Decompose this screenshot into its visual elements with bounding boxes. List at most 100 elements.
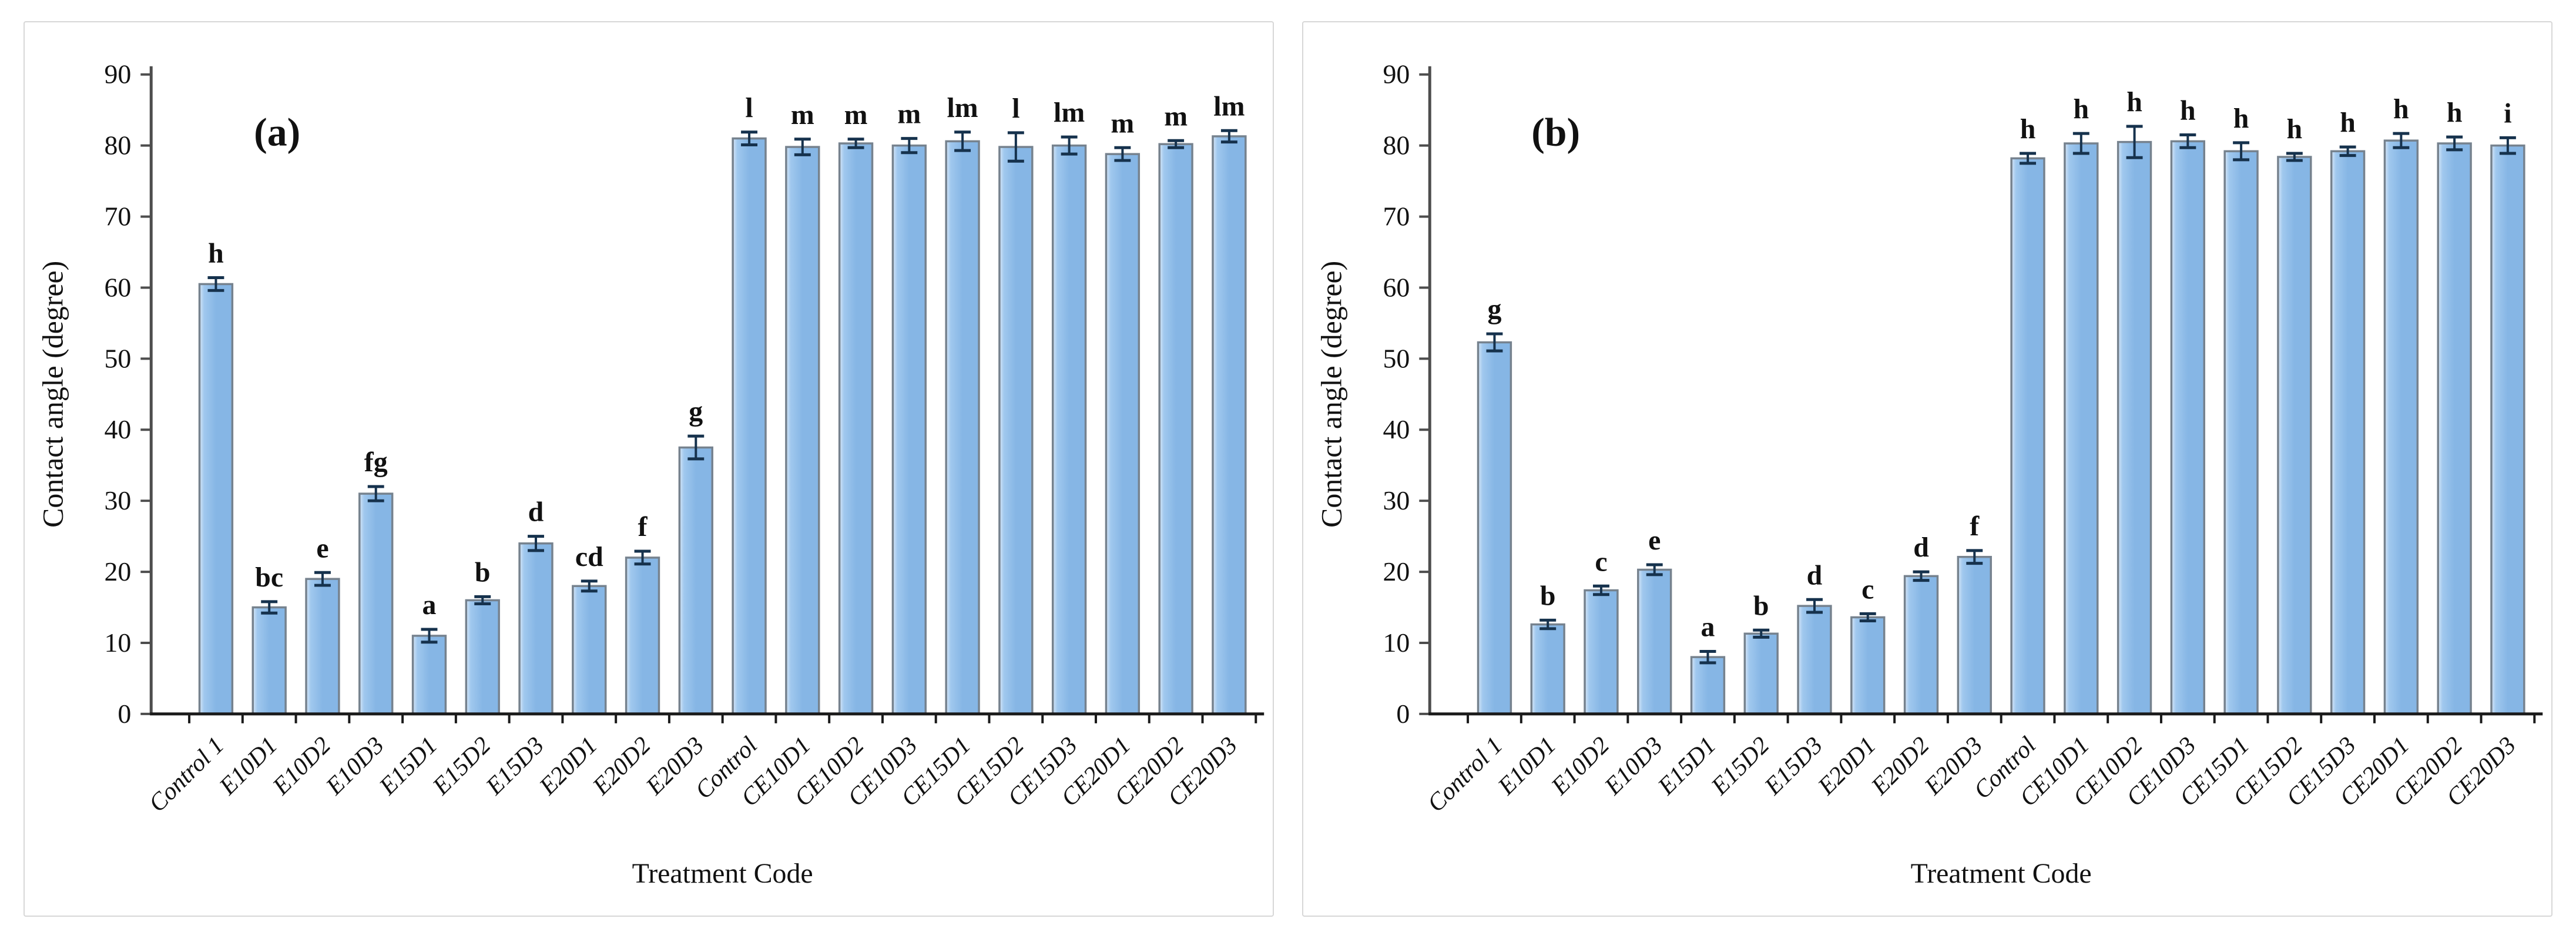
bar [1584,589,1619,715]
y-tick-label: 90 [104,59,131,89]
error-bar [741,130,758,146]
y-tick-label: 0 [1396,699,1410,729]
sig-letter: cd [575,541,603,572]
error-bar [901,137,918,155]
sig-letter: h [2126,86,2142,118]
bar [1850,616,1886,715]
sig-letter: lm [1213,90,1245,122]
sig-letter: a [1701,612,1715,643]
bar [305,578,340,715]
bar [518,542,554,715]
x-axis: Control 1E10D1E10D2E10D3E15D1E15D2E15D3E… [1423,712,2543,817]
sig-letter: bc [255,562,283,593]
sig-letter: m [791,99,814,130]
bar [732,137,767,715]
x-tick-label: E10D3 [1599,732,1668,800]
bar [678,446,713,715]
error-bar [687,434,705,461]
y-tick-label: 50 [1383,343,1410,373]
bar [1530,623,1565,715]
bars-group [198,135,1247,715]
x-tick-label: E20D2 [1866,732,1934,800]
error-bar [1966,549,1983,565]
y-tick-label: 50 [104,343,131,373]
sig-letter: h [2287,113,2303,145]
x-tick-label: E10D1 [1492,732,1561,800]
error-bar [1806,598,1823,614]
x-axis: Control 1E10D1E10D2E10D3E15D1E15D2E15D3E… [144,712,1264,817]
chart-panel-b: (b) Contact angle (degree) 0 10 20 30 40 50 60 70… [1302,21,2552,917]
sig-letter: e [316,532,328,564]
bar-chart-a: (a) Contact angle (degree) 0 10 20 30 40 50 60 70… [37,59,1264,889]
error-bar [421,628,438,644]
error-bar [634,549,651,566]
bar [465,599,500,715]
sig-letter: h [2020,113,2036,145]
x-tick-label: E15D3 [1759,732,1828,800]
error-bar [1114,146,1131,162]
x-tick-label: E10D2 [1546,732,1615,800]
sig-letter: g [689,396,703,427]
sig-letter: m [1164,100,1188,132]
y-tick-label: 80 [104,130,131,160]
x-tick-label: E20D1 [534,732,603,800]
bar [2383,139,2419,715]
bar [2064,142,2099,715]
sig-letter: e [1648,525,1661,556]
x-tick-label: E10D2 [267,732,336,800]
error-bar [2393,132,2410,149]
y-tick-label: 70 [1383,202,1410,232]
error-bar [1753,628,1770,639]
error-bar [474,595,491,605]
bars-group [1477,139,2525,715]
error-bar [1486,332,1503,353]
bar [1051,144,1087,715]
y-tick-label: 40 [1383,414,1410,444]
sig-letter: d [528,497,544,528]
sig-letter: m [897,99,921,130]
bar [2117,140,2152,715]
sig-letter: c [1861,574,1874,605]
bar [2330,150,2366,715]
bar [2010,157,2045,715]
sig-letter: h [208,238,224,269]
x-tick-label: E10D1 [214,732,283,800]
error-bar [1220,129,1237,144]
x-tick-label: E15D2 [1706,732,1775,800]
panel-label: (a) [254,110,300,154]
bar [1797,605,1832,715]
sig-letter: l [745,92,753,123]
sig-letter: c [1595,546,1607,577]
y-axis: 0 10 20 30 40 50 60 70 80 90 [1383,59,1431,729]
bar [1637,568,1672,715]
x-tick-label: E15D2 [427,732,496,800]
bar [1158,143,1193,715]
panel-label: (b) [1531,110,1580,154]
bar [572,585,607,715]
x-axis-title: Treatment Code [1911,858,2092,889]
y-tick-label: 40 [104,414,131,444]
y-tick-label: 90 [1383,59,1410,89]
bar [998,146,1034,715]
bar [1903,575,1939,715]
sig-letter: lm [947,92,978,123]
bar [891,144,927,715]
error-bars-group [1486,125,2516,665]
x-tick-label: E15D3 [481,732,549,800]
error-bar [2233,141,2250,162]
sig-letter: b [475,556,491,588]
y-axis-title: Contact angle (degree) [37,261,69,528]
bar [625,556,660,715]
x-tick-label: E15D1 [1652,732,1721,800]
y-tick-label: 60 [1383,272,1410,302]
y-tick-label: 10 [1383,628,1410,658]
sig-letter: lm [1054,97,1085,128]
bar [1477,341,1512,715]
bar [2437,142,2472,715]
bar [785,146,820,715]
error-bar [2020,152,2037,165]
error-bar [367,485,384,502]
bar-chart-b: (b) Contact angle (degree) 0 10 20 30 40 50 60 70… [1316,59,2543,889]
